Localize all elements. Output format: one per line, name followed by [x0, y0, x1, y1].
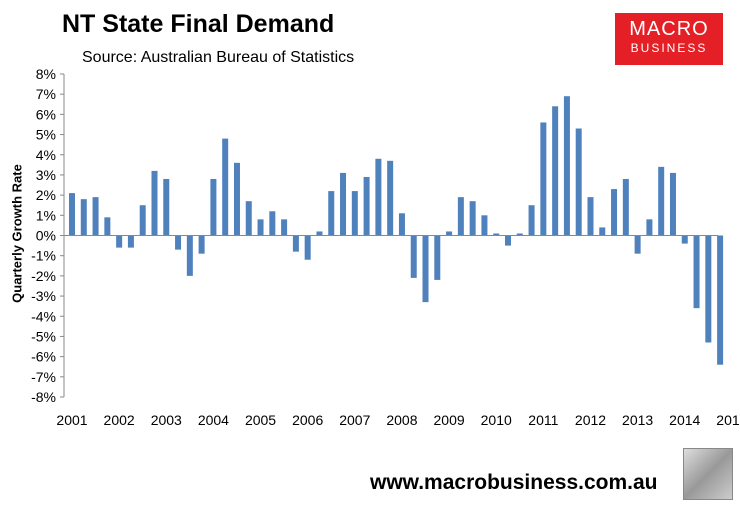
bar — [163, 178, 170, 236]
bar — [233, 162, 240, 236]
chart-subtitle: Source: Australian Bureau of Statistics — [82, 49, 355, 66]
wolf-logo-icon — [683, 448, 733, 500]
bar — [316, 231, 323, 236]
bar — [351, 191, 358, 236]
bar — [328, 191, 335, 236]
bar — [446, 231, 453, 236]
x-tick-label: 2007 — [339, 412, 370, 428]
bar — [69, 193, 75, 236]
x-tick-label: 2014 — [669, 412, 700, 428]
x-tick-label: 2003 — [151, 412, 182, 428]
bar — [222, 138, 229, 236]
bar — [646, 219, 653, 236]
bar — [705, 235, 712, 343]
bar — [658, 166, 665, 236]
website-url: www.macrobusiness.com.au — [370, 471, 658, 494]
y-tick-label: -2% — [31, 268, 56, 284]
y-tick-label: 0% — [36, 228, 56, 244]
bar — [481, 215, 488, 236]
bar — [410, 235, 417, 278]
y-tick-label: -4% — [31, 308, 56, 324]
bar — [575, 128, 582, 236]
logo-line1: MACRO — [629, 18, 709, 40]
y-tick-label: 2% — [36, 187, 56, 203]
bar — [717, 235, 724, 365]
x-tick-label: 2011 — [528, 412, 558, 428]
y-tick-label: 7% — [36, 86, 56, 102]
bar — [210, 178, 217, 236]
y-tick-label: 1% — [36, 207, 56, 223]
bar — [92, 197, 99, 236]
x-tick-label: 2013 — [622, 412, 653, 428]
x-tick-label: 2002 — [104, 412, 135, 428]
bar — [198, 235, 205, 254]
bar — [387, 160, 394, 236]
bar — [422, 235, 429, 303]
y-tick-label: -1% — [31, 248, 56, 264]
y-tick-label: -6% — [31, 349, 56, 365]
x-tick-label: 2015 — [716, 412, 740, 428]
x-tick-label: 2010 — [481, 412, 512, 428]
y-tick-label: -8% — [31, 389, 56, 405]
bar — [434, 235, 441, 280]
y-tick-label: 8% — [36, 66, 56, 82]
x-tick-label: 2005 — [245, 412, 276, 428]
bar — [611, 189, 618, 236]
x-tick-label: 2001 — [56, 412, 87, 428]
y-axis: 8% 7% 6% 5% 4% 3% 2% 1% 0% -1% -2% -3% -4% -5% -6% -7% -… — [31, 66, 65, 405]
bar — [516, 233, 523, 236]
x-axis-labels: 2001 2002 2003 2004 2005 2006 2007 2008 2009 2010… — [56, 412, 740, 428]
x-tick-label: 2004 — [198, 412, 229, 428]
macrobusiness-logo: MACRO BUSINESS — [615, 13, 723, 65]
bar — [281, 219, 288, 236]
y-tick-label: -5% — [31, 328, 56, 344]
chart-title: NT State Final Demand — [62, 10, 335, 38]
x-tick-label: 2008 — [386, 412, 417, 428]
bar — [269, 211, 276, 236]
y-tick-label: 5% — [36, 127, 56, 143]
bar — [552, 106, 559, 236]
bar — [304, 235, 311, 260]
bar — [493, 233, 500, 236]
x-tick-label: 2009 — [434, 412, 465, 428]
bar — [398, 213, 405, 236]
bar — [116, 235, 123, 248]
bar — [540, 122, 547, 236]
bar — [528, 205, 535, 236]
bar — [186, 235, 193, 276]
bar — [245, 201, 252, 236]
bar — [151, 170, 158, 236]
logo-line2: BUSINESS — [630, 41, 708, 55]
bar — [457, 197, 464, 236]
y-tick-label: 4% — [36, 147, 56, 163]
bar — [622, 178, 629, 236]
bar — [469, 201, 476, 236]
bar — [634, 235, 641, 254]
bar — [363, 176, 370, 236]
bar — [669, 172, 676, 236]
bar — [104, 217, 111, 236]
bar-series — [69, 96, 724, 365]
bar — [563, 96, 570, 236]
bar — [599, 227, 606, 236]
y-tick-label: -3% — [31, 288, 56, 304]
x-tick-label: 2012 — [575, 412, 606, 428]
bar — [505, 235, 511, 246]
bar — [587, 197, 594, 236]
bar — [292, 235, 299, 252]
bar — [127, 235, 134, 248]
y-tick-label: 6% — [36, 106, 56, 122]
y-tick-label: 3% — [36, 167, 56, 183]
bar — [375, 158, 382, 236]
bar — [139, 205, 146, 236]
bar — [340, 172, 347, 236]
bar — [693, 235, 700, 309]
bar — [681, 235, 688, 244]
bar — [175, 235, 182, 250]
y-tick-label: -7% — [31, 369, 56, 385]
bar — [257, 219, 264, 236]
bar — [80, 199, 87, 236]
x-tick-label: 2006 — [292, 412, 323, 428]
